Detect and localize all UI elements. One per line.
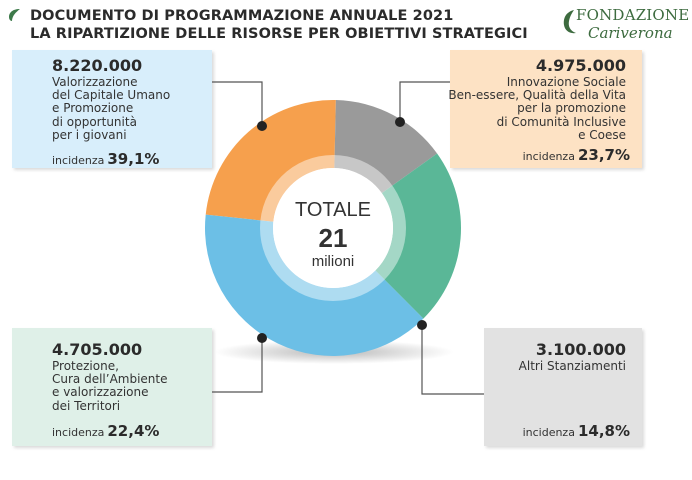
desc-line: e Coese <box>578 127 626 142</box>
incidence-value: 23,7% <box>577 146 630 164</box>
card-incidence: incidenza 23,7% <box>523 146 630 164</box>
incidence-label: incidenza <box>52 426 105 439</box>
card-innovazione-sociale: 4.975.000 Innovazione Sociale Ben-essere… <box>448 50 642 168</box>
center-value: 21 <box>319 223 348 253</box>
desc-line: Cura dell’Ambiente <box>52 372 168 387</box>
card-incidence: incidenza 14,8% <box>523 422 630 440</box>
card-altri-stanziamenti: 3.100.000 Altri Stanziamenti incidenza 14… <box>484 328 642 446</box>
desc-line: Innovazione Sociale <box>506 75 626 89</box>
card-amount: 4.975.000 <box>535 56 626 75</box>
leader-dots <box>257 117 427 343</box>
leader-dot-tl <box>257 121 267 131</box>
logo-line1: FONDAZIONE <box>576 6 690 24</box>
fondazione-logo: FONDAZIONE Cariverona <box>560 4 690 44</box>
leader-line-br <box>421 325 484 395</box>
card-incidence: incidenza 22,4% <box>52 422 159 440</box>
card-amount: 8.220.000 <box>52 56 143 75</box>
incidence-value: 22,4% <box>107 422 160 440</box>
desc-line: di Comunità Inclusive <box>496 114 626 129</box>
card-amount: 4.705.000 <box>52 340 143 359</box>
card-description: Innovazione Sociale Ben-essere, Qualità … <box>448 75 626 142</box>
leader-dot-tr <box>395 117 405 127</box>
incidence-value: 14,8% <box>577 422 630 440</box>
card-description: Altri Stanziamenti <box>518 359 626 373</box>
desc-line: per i giovani <box>52 127 127 142</box>
card-capitale-umano: 8.220.000 Valorizzazione del Capitale Um… <box>12 50 212 168</box>
leaf-icon <box>9 9 20 21</box>
leader-line-bl <box>212 338 263 393</box>
center-unit: milioni <box>312 253 355 270</box>
page-subtitle: LA RIPARTIZIONE DELLE RISORSE PER OBIETT… <box>30 26 528 42</box>
logo-line2: Cariverona <box>588 24 673 42</box>
leader-line-tl <box>212 81 263 126</box>
slice-innovazione-sociale <box>205 99 336 222</box>
slice-altri-stanziamenti <box>334 100 438 194</box>
leader-line-tr <box>399 81 450 122</box>
slice-ambiente-territori <box>375 153 461 319</box>
card-ambiente-territori: 4.705.000 Protezione, Cura dell’Ambiente… <box>12 328 212 446</box>
slice-capitale-umano <box>205 214 424 356</box>
desc-line: e Promozione <box>52 101 134 116</box>
desc-line: di opportunità <box>52 114 137 129</box>
desc-line: Protezione, <box>52 359 119 373</box>
desc-line: Valorizzazione <box>52 75 138 89</box>
card-description: Protezione, Cura dell’Ambiente e valoriz… <box>52 359 168 413</box>
chart-slices <box>205 99 461 356</box>
leader-dot-br <box>417 320 427 330</box>
incidence-label: incidenza <box>522 150 575 163</box>
leader-dot-bl <box>257 333 267 343</box>
desc-line: Ben-essere, Qualità della Vita <box>448 88 626 103</box>
card-description: Valorizzazione del Capitale Umano e Prom… <box>52 75 171 142</box>
desc-line: dei Territori <box>52 398 121 413</box>
desc-line: Altri Stanziamenti <box>518 359 626 373</box>
logo-mark-icon <box>563 10 576 34</box>
desc-line: per la promozione <box>517 101 626 116</box>
desc-line: del Capitale Umano <box>52 88 171 103</box>
incidence-label: incidenza <box>522 426 575 439</box>
desc-line: e valorizzazione <box>52 385 149 400</box>
leader-lines <box>212 81 484 395</box>
center-disc <box>273 168 393 288</box>
incidence-label: incidenza <box>52 154 105 167</box>
center-label: TOTALE <box>295 199 371 221</box>
incidence-value: 39,1% <box>107 150 160 168</box>
card-incidence: incidenza 39,1% <box>52 150 159 168</box>
page-title: DOCUMENTO DI PROGRAMMAZIONE ANNUALE 2021 <box>30 8 454 24</box>
card-amount: 3.100.000 <box>535 340 626 359</box>
